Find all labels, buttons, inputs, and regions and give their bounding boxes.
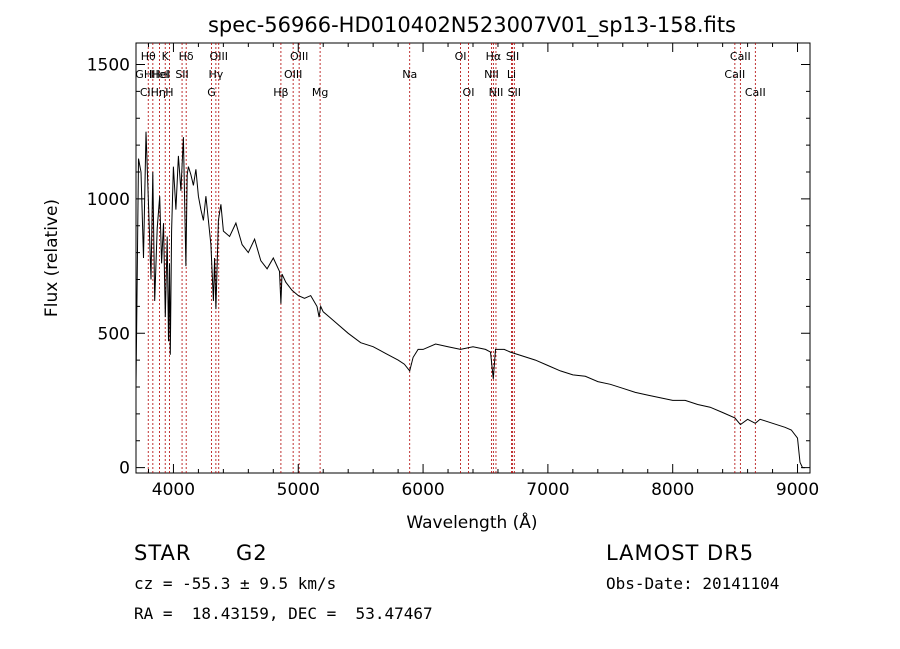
- line-marker-label: Hγ: [208, 68, 223, 81]
- line-marker-label: H: [165, 86, 173, 99]
- chart-title: spec-56966-HD010402N523007V01_sp13-158.f…: [208, 13, 736, 38]
- line-marker-label: SII: [508, 86, 521, 99]
- line-marker-label: Hβ: [273, 86, 288, 99]
- line-marker-label: NII: [489, 86, 504, 99]
- line-marker-label: OIII: [210, 50, 228, 63]
- plot-frame: [135, 42, 811, 474]
- line-marker-label: ClHη: [140, 86, 166, 99]
- line-marker-label: CaII: [730, 50, 751, 63]
- line-marker-label: Hδ: [179, 50, 194, 63]
- y-axis-label: Flux (relative): [42, 199, 62, 317]
- x-tick-label: 6000: [401, 480, 444, 500]
- line-marker-label: NII: [484, 68, 499, 81]
- line-marker-label: OI: [455, 50, 467, 63]
- redshift-cz: cz = -55.3 ± 9.5 km/s: [134, 574, 337, 593]
- line-marker-label: OIII: [290, 50, 308, 63]
- x-tick-label: 8000: [651, 480, 694, 500]
- line-marker-label: HeI: [150, 68, 168, 81]
- line-marker-label: OI: [463, 86, 475, 99]
- x-tick-label: 9000: [776, 480, 819, 500]
- observation-date: Obs-Date: 20141104: [606, 574, 780, 593]
- line-marker-label: CaII: [745, 86, 766, 99]
- line-marker-label: K: [162, 50, 170, 63]
- line-marker-label: CaII: [724, 68, 745, 81]
- x-tick-label: 5000: [277, 480, 320, 500]
- object-class: STAR: [134, 541, 192, 565]
- y-axis: 0 500 1000 1500: [87, 56, 810, 479]
- survey-name: LAMOST DR5: [606, 541, 755, 565]
- x-axis: 4000 5000 6000 7000 8000 9000: [147, 43, 819, 500]
- y-tick-label: 0: [119, 459, 130, 479]
- x-axis-label: Wavelength (Å): [406, 511, 537, 533]
- line-marker-labels: Hθ GHHeI ClHη K HeI H Hδ SII OIII Hγ G Hβ OIII OIII Mg…: [135, 50, 765, 99]
- line-marker-label: Li: [507, 68, 516, 81]
- line-marker-label: GHHeI: [135, 68, 170, 81]
- line-marker-label: Hα: [486, 50, 502, 63]
- x-tick-label: 4000: [152, 480, 195, 500]
- line-marker-label: SII: [506, 50, 519, 63]
- y-tick-label: 1500: [87, 56, 130, 76]
- coordinates: RA = 18.43159, DEC = 53.47467: [134, 604, 433, 623]
- line-marker-label: G: [207, 86, 216, 99]
- spectrum-line: [135, 131, 805, 469]
- y-tick-label: 500: [98, 324, 130, 344]
- line-marker-label: OIII: [284, 68, 302, 81]
- line-marker-label: Na: [402, 68, 417, 81]
- x-tick-label: 7000: [526, 480, 569, 500]
- line-marker-label: Hθ: [141, 50, 156, 63]
- spectral-subclass: G2: [236, 541, 268, 565]
- line-markers: [147, 43, 756, 473]
- y-tick-label: 1000: [87, 190, 130, 210]
- line-marker-label: Mg: [312, 86, 328, 99]
- line-marker-label: SII: [175, 68, 188, 81]
